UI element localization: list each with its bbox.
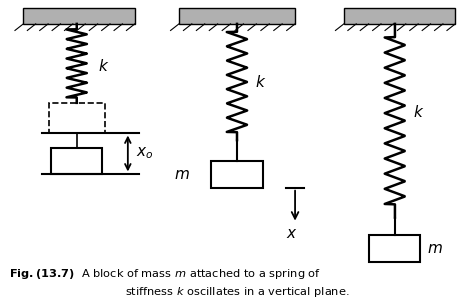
Text: $x$: $x$: [286, 226, 297, 241]
Polygon shape: [344, 8, 456, 24]
Text: $\mathbf{Fig.(13.7)}$  A block of mass $m$ attached to a spring of: $\mathbf{Fig.(13.7)}$ A block of mass $m…: [9, 267, 321, 281]
Text: $m$: $m$: [174, 167, 190, 182]
Text: $k$: $k$: [98, 58, 109, 74]
Text: $x_o$: $x_o$: [136, 146, 154, 161]
Polygon shape: [179, 8, 295, 24]
Bar: [369, 235, 420, 262]
Bar: [211, 161, 263, 188]
Text: stiffness $k$ oscillates in a vertical plane.: stiffness $k$ oscillates in a vertical p…: [125, 285, 349, 299]
Text: $k$: $k$: [412, 104, 424, 120]
Polygon shape: [23, 8, 135, 24]
Bar: [49, 103, 105, 133]
Bar: [51, 147, 102, 174]
Text: $m$: $m$: [428, 241, 443, 256]
Text: $k$: $k$: [255, 74, 266, 90]
